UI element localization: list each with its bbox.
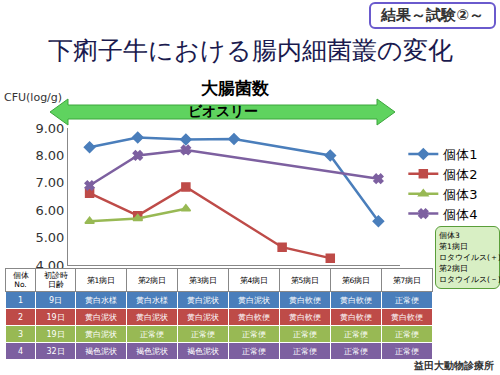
html-text:ビオスリー: ビオスリー: [187, 103, 258, 119]
svg-text:個体3: 個体3: [443, 187, 477, 202]
html-text:褐色泥状: 褐色泥状: [85, 346, 117, 356]
html-text:正常便: 正常便: [242, 346, 266, 356]
svg-text:4.00: 4.00: [35, 257, 65, 273]
html-text:9日: 9日: [49, 295, 62, 305]
html-text:1: 1: [18, 295, 23, 305]
html-text:黄白軟便: 黄白軟便: [238, 312, 270, 322]
html-text:褐色泥状: 褐色泥状: [136, 346, 168, 356]
html-text:黄白泥状: 黄白泥状: [136, 312, 168, 322]
html-text:黄白軟便: 黄白軟便: [289, 295, 321, 305]
html-text:4: 4: [18, 346, 23, 356]
html-text:正常便: 正常便: [293, 329, 317, 339]
html-text:正常便: 正常便: [242, 329, 266, 339]
svg-text:個体4: 個体4: [443, 207, 477, 222]
html-text:黄白軟便: 黄白軟便: [340, 312, 372, 322]
html-text:第2病日: 第2病日: [439, 264, 468, 273]
svg-text:5.00: 5.00: [35, 230, 64, 245]
svg-text:個体2: 個体2: [443, 167, 477, 182]
html-text:黄白水様: 黄白水様: [136, 295, 168, 305]
html-text:第2病日: 第2病日: [137, 275, 167, 285]
html-text:黄白泥状: 黄白泥状: [85, 312, 117, 322]
html-text:第4病日: 第4病日: [239, 275, 269, 285]
svg-text:6.00: 6.00: [35, 203, 64, 218]
html-text:第1病日: 第1病日: [439, 242, 468, 251]
html-text:黄白泥状: 黄白泥状: [187, 295, 219, 305]
html-text:正常便: 正常便: [395, 295, 419, 305]
html-text:3: 3: [18, 329, 23, 339]
html-text:黄白軟便: 黄白軟便: [391, 312, 423, 322]
html-text:黄白軟便: 黄白軟便: [340, 295, 372, 305]
html-text:個体 No.: 個体 No.: [12, 271, 29, 289]
html-text:正常便: 正常便: [344, 346, 368, 356]
html-text:黄白水様: 黄白水様: [85, 295, 117, 305]
html-text:正常便: 正常便: [191, 329, 215, 339]
html-text:2: 2: [18, 312, 23, 322]
svg-text:7.00: 7.00: [35, 175, 64, 190]
html-text:19日: 19日: [46, 312, 65, 322]
html-text:結果～試験②～: 結果～試験②～: [381, 6, 484, 24]
svg-text:9.00: 9.00: [35, 121, 64, 136]
html-text:第5病日: 第5病日: [290, 275, 320, 285]
html-text:ロタウイルス(＋): ロタウイルス(＋): [439, 253, 500, 262]
html-text:第3病日: 第3病日: [188, 275, 218, 285]
html-text:正常便: 正常便: [140, 329, 164, 339]
html-text:第1病日: 第1病日: [86, 275, 116, 285]
svg-text:8.00: 8.00: [35, 148, 64, 163]
svg-text:個体1: 個体1: [443, 147, 477, 162]
html-text:黄白泥状: 黄白泥状: [238, 295, 270, 305]
html-text:正常便: 正常便: [344, 329, 368, 339]
html-text:第6病日: 第6病日: [341, 275, 371, 285]
svg-text:大腸菌数: 大腸菌数: [201, 78, 270, 98]
html-text:下痢子牛における腸内細菌叢の変化: 下痢子牛における腸内細菌叢の変化: [47, 36, 453, 65]
html-text:正常便: 正常便: [293, 346, 317, 356]
html-text:32日: 32日: [46, 346, 65, 356]
html-text:褐色泥状: 褐色泥状: [187, 346, 219, 356]
html-text:黄白泥状: 黄白泥状: [187, 312, 219, 322]
html-text:ロタウイルス(－): ロタウイルス(－): [439, 275, 500, 284]
html-text:黄白泥状: 黄白泥状: [85, 329, 117, 339]
svg-text:CFU(log/g): CFU(log/g): [4, 91, 62, 104]
html-text:個体3: 個体3: [439, 231, 460, 240]
html-text:19日: 19日: [46, 329, 65, 339]
html-text:初診時 日齢: 初診時 日齢: [43, 271, 68, 289]
html-text:益田大動物診療所: 益田大動物診療所: [414, 360, 494, 371]
html-text:正常便: 正常便: [395, 346, 419, 356]
html-text:第7病日: 第7病日: [392, 275, 422, 285]
html-text:黄白軟便: 黄白軟便: [289, 312, 321, 322]
html-text:正常便: 正常便: [395, 329, 419, 339]
